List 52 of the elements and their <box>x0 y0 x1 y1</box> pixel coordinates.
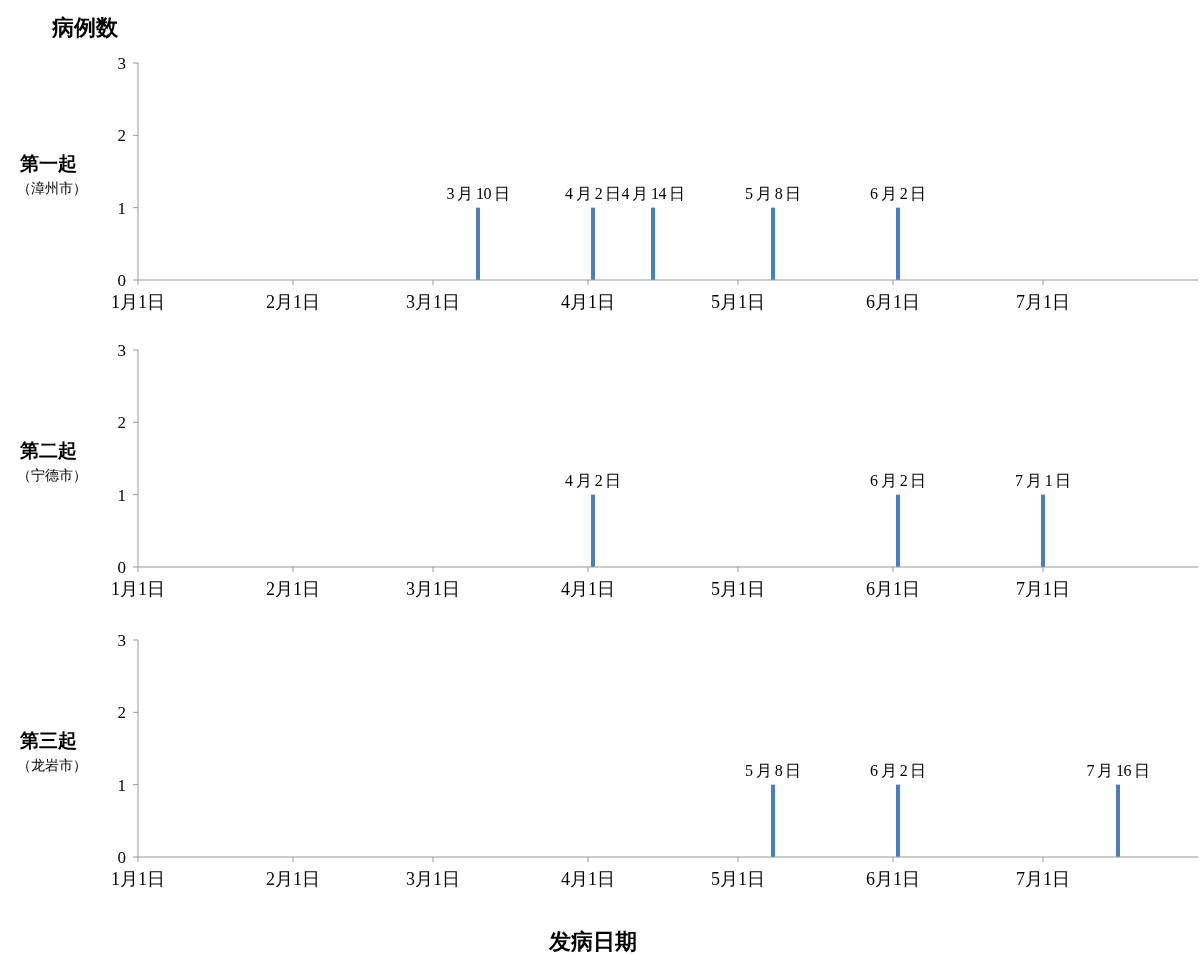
annotation: 7 月 1 日 <box>1015 471 1071 489</box>
annotation: 6 月 2 日 <box>870 184 926 202</box>
x-tick-label: 6月1日 <box>866 292 920 312</box>
annotation: 4 月 2 日 <box>565 184 621 202</box>
x-tick-label: 5月1日 <box>711 292 765 312</box>
x-tick-label: 3月1日 <box>406 292 460 312</box>
annotation: 6 月 2 日 <box>870 761 926 779</box>
x-tick-label: 4月1日 <box>561 579 615 599</box>
x-tick-label: 3月1日 <box>406 579 460 599</box>
y-tick-label: 2 <box>117 703 126 723</box>
y-axis-title: 病例数 <box>51 15 119 40</box>
x-tick-label: 2月1日 <box>266 579 320 599</box>
annotation: 5 月 8 日 <box>745 761 801 779</box>
x-tick-label: 7月1日 <box>1016 292 1070 312</box>
x-tick-label: 2月1日 <box>266 292 320 312</box>
text: （宁德市） <box>17 467 87 483</box>
annotation: 7 月 16 日 <box>1086 761 1150 779</box>
x-axis-title: 发病日期 <box>548 929 637 954</box>
y-tick-label: 3 <box>117 340 126 360</box>
y-tick-label: 2 <box>117 126 126 146</box>
x-tick-label: 7月1日 <box>1016 579 1070 599</box>
x-tick-label: 4月1日 <box>561 869 615 889</box>
annotation: 4 月 2 日 <box>565 471 621 489</box>
x-tick-label: 1月1日 <box>111 579 165 599</box>
x-tick-label: 5月1日 <box>711 579 765 599</box>
y-tick-label: 0 <box>117 847 126 867</box>
text: （漳州市） <box>17 180 87 196</box>
x-tick-label: 4月1日 <box>561 292 615 312</box>
y-tick-label: 1 <box>117 198 126 218</box>
y-tick-label: 3 <box>117 630 126 650</box>
text: 第一起 <box>18 152 77 174</box>
x-tick-label: 5月1日 <box>711 869 765 889</box>
annotation: 5 月 8 日 <box>745 184 801 202</box>
text: 第三起 <box>18 729 77 751</box>
y-tick-label: 2 <box>117 413 126 433</box>
x-tick-label: 6月1日 <box>866 579 920 599</box>
x-tick-label: 7月1日 <box>1016 869 1070 889</box>
x-tick-label: 6月1日 <box>866 869 920 889</box>
annotation: 4 月 14 日 <box>621 184 685 202</box>
text: 第二起 <box>18 439 77 461</box>
x-tick-label: 1月1日 <box>111 869 165 889</box>
y-tick-label: 1 <box>117 485 126 505</box>
y-tick-label: 0 <box>117 270 126 290</box>
y-tick-label: 3 <box>117 53 126 73</box>
y-tick-label: 0 <box>117 557 126 577</box>
y-tick-label: 1 <box>117 775 126 795</box>
annotation: 3 月 10 日 <box>446 184 510 202</box>
text: （龙岩市） <box>17 757 87 773</box>
x-tick-label: 2月1日 <box>266 869 320 889</box>
x-tick-label: 3月1日 <box>406 869 460 889</box>
annotation: 6 月 2 日 <box>870 471 926 489</box>
x-tick-label: 1月1日 <box>111 292 165 312</box>
